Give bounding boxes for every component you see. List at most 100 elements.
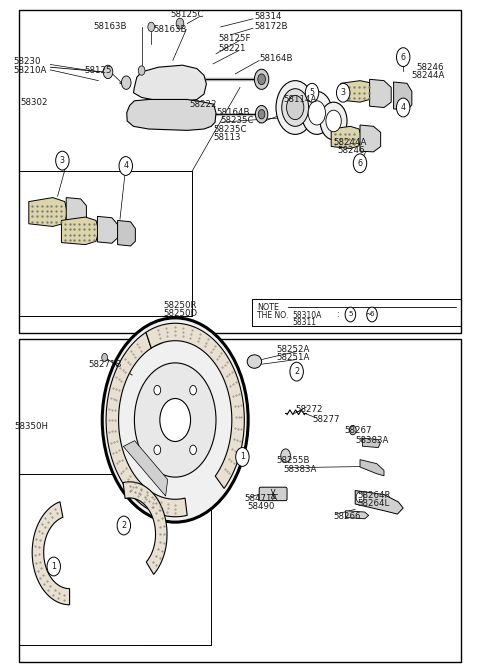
Text: 58251A: 58251A bbox=[276, 353, 310, 362]
Circle shape bbox=[349, 425, 356, 435]
Circle shape bbox=[190, 445, 196, 454]
Text: 58264L: 58264L bbox=[358, 499, 390, 509]
Text: 58490: 58490 bbox=[247, 502, 275, 511]
Polygon shape bbox=[360, 460, 384, 476]
Circle shape bbox=[282, 89, 309, 126]
Text: 58163B: 58163B bbox=[154, 25, 187, 34]
Circle shape bbox=[47, 557, 60, 576]
Circle shape bbox=[56, 151, 69, 170]
Circle shape bbox=[356, 492, 364, 503]
Text: 58210A: 58210A bbox=[13, 66, 47, 75]
Text: 58235C: 58235C bbox=[214, 124, 247, 134]
Circle shape bbox=[138, 66, 145, 75]
Text: 58172B: 58172B bbox=[254, 22, 288, 31]
Polygon shape bbox=[118, 220, 135, 246]
Text: 58164B: 58164B bbox=[216, 108, 250, 117]
Polygon shape bbox=[355, 491, 403, 514]
Circle shape bbox=[134, 363, 216, 477]
Circle shape bbox=[148, 22, 155, 32]
Circle shape bbox=[287, 95, 304, 120]
Text: 58267: 58267 bbox=[345, 425, 372, 435]
Polygon shape bbox=[394, 82, 412, 110]
Text: 58255B: 58255B bbox=[276, 456, 310, 465]
Circle shape bbox=[154, 386, 161, 395]
Text: 58114A: 58114A bbox=[283, 95, 317, 104]
Text: 58310A: 58310A bbox=[293, 311, 322, 321]
Polygon shape bbox=[362, 438, 380, 448]
Circle shape bbox=[258, 110, 265, 119]
Text: NOTE: NOTE bbox=[257, 302, 279, 312]
Text: 58244A: 58244A bbox=[334, 138, 367, 147]
Text: 58250D: 58250D bbox=[163, 309, 197, 319]
Text: 58277: 58277 bbox=[312, 415, 339, 425]
Text: 58252A: 58252A bbox=[276, 345, 310, 354]
FancyBboxPatch shape bbox=[259, 487, 287, 501]
Text: 58314: 58314 bbox=[254, 12, 282, 22]
Text: 58125C: 58125C bbox=[170, 10, 204, 19]
Text: 4: 4 bbox=[401, 103, 406, 112]
Text: 6: 6 bbox=[370, 312, 374, 317]
Text: 58164B: 58164B bbox=[259, 54, 293, 63]
Polygon shape bbox=[127, 99, 216, 130]
Text: 58383A: 58383A bbox=[355, 435, 389, 445]
Polygon shape bbox=[133, 65, 206, 102]
Circle shape bbox=[176, 18, 184, 29]
Text: 58302: 58302 bbox=[20, 97, 48, 107]
Text: 58272: 58272 bbox=[295, 405, 323, 415]
Text: 3: 3 bbox=[341, 88, 346, 97]
Circle shape bbox=[117, 516, 131, 535]
Circle shape bbox=[353, 154, 367, 173]
Bar bbox=[19, 339, 461, 662]
Text: :: : bbox=[336, 310, 338, 319]
Text: 3: 3 bbox=[60, 156, 65, 165]
Text: 58266: 58266 bbox=[334, 511, 361, 521]
Polygon shape bbox=[123, 482, 167, 575]
Polygon shape bbox=[370, 79, 391, 108]
Text: 58246: 58246 bbox=[417, 62, 444, 72]
Circle shape bbox=[102, 353, 108, 362]
Circle shape bbox=[255, 106, 268, 123]
Circle shape bbox=[326, 110, 341, 132]
Polygon shape bbox=[66, 198, 86, 224]
Text: 58246: 58246 bbox=[337, 146, 365, 155]
Text: 58250R: 58250R bbox=[163, 301, 197, 310]
Circle shape bbox=[254, 69, 269, 89]
Circle shape bbox=[102, 318, 248, 522]
Text: 1: 1 bbox=[51, 562, 56, 571]
Circle shape bbox=[301, 91, 332, 134]
Polygon shape bbox=[341, 81, 372, 102]
Circle shape bbox=[320, 102, 347, 140]
Polygon shape bbox=[146, 323, 244, 489]
Text: 58113: 58113 bbox=[214, 133, 241, 142]
Circle shape bbox=[160, 398, 191, 442]
Polygon shape bbox=[97, 216, 118, 243]
Text: 58235C: 58235C bbox=[221, 116, 254, 126]
Circle shape bbox=[236, 448, 249, 466]
Text: 58222: 58222 bbox=[190, 99, 217, 109]
Text: THE NO.: THE NO. bbox=[257, 311, 288, 321]
Text: 58230: 58230 bbox=[13, 57, 41, 67]
Text: 58311: 58311 bbox=[293, 318, 317, 327]
Bar bbox=[19, 10, 461, 333]
Text: 58264R: 58264R bbox=[358, 491, 391, 501]
Text: 2: 2 bbox=[121, 521, 126, 530]
Text: 58383A: 58383A bbox=[283, 464, 317, 474]
Text: 58271B: 58271B bbox=[89, 360, 122, 370]
Bar bbox=[19, 474, 211, 645]
Circle shape bbox=[121, 76, 131, 89]
Polygon shape bbox=[331, 126, 361, 149]
Bar bbox=[252, 299, 461, 326]
Bar bbox=[19, 171, 192, 316]
Text: 58163B: 58163B bbox=[94, 22, 127, 32]
Text: 2: 2 bbox=[294, 367, 299, 376]
Circle shape bbox=[305, 83, 319, 102]
Circle shape bbox=[281, 449, 290, 462]
Text: 5: 5 bbox=[348, 312, 353, 317]
Text: 58125F: 58125F bbox=[218, 34, 251, 43]
Circle shape bbox=[258, 74, 265, 85]
Text: 58350H: 58350H bbox=[14, 422, 48, 431]
Polygon shape bbox=[360, 125, 381, 152]
Circle shape bbox=[276, 81, 314, 134]
Text: ~: ~ bbox=[365, 310, 371, 319]
Circle shape bbox=[396, 98, 410, 117]
